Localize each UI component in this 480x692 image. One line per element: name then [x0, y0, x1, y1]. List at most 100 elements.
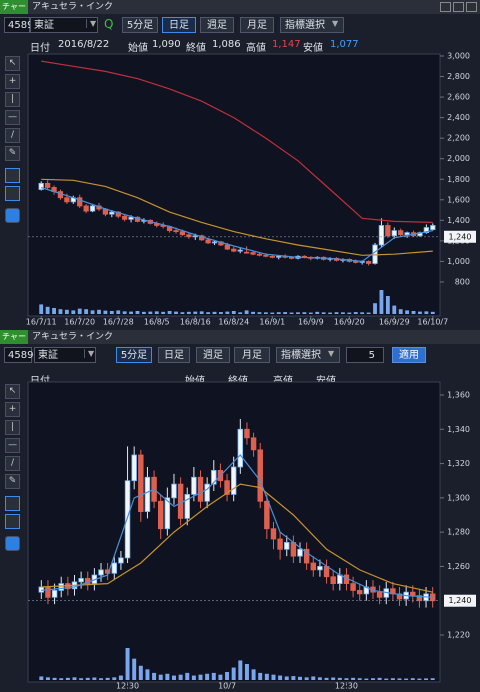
candle-body	[131, 454, 137, 482]
drawing-tool[interactable]: —	[5, 438, 20, 453]
drawing-tool[interactable]: /	[5, 128, 20, 143]
title-bar: チャートアキュセラ・インク	[0, 0, 480, 25]
price-label: 1,240	[449, 596, 472, 605]
candle-body	[45, 586, 51, 598]
candle-body	[78, 578, 84, 583]
market-select[interactable]: 東証	[34, 347, 96, 363]
candle-body	[277, 538, 283, 550]
volume-bar	[185, 672, 190, 680]
drawing-tool[interactable]: ✎	[5, 474, 20, 489]
plot-area	[27, 53, 441, 317]
volume-bar	[377, 677, 382, 680]
zoom-tool[interactable]	[5, 168, 20, 183]
volume-bar	[270, 312, 275, 314]
window-button[interactable]	[466, 2, 477, 12]
y-tick-label: 1,280	[447, 528, 470, 537]
x-tick-label: 12:30	[116, 682, 139, 691]
candle-body	[157, 500, 164, 530]
drawing-tool[interactable]: |	[5, 92, 20, 107]
x-tick-label: 16/9/20	[334, 318, 365, 327]
volume-bar	[231, 311, 236, 314]
candle-body	[365, 261, 372, 264]
volume-bar	[154, 311, 159, 314]
volume-bar	[424, 678, 429, 680]
interval-button[interactable]: 5分足	[116, 347, 152, 363]
interval-button[interactable]: 5分足	[122, 17, 158, 33]
dropdown-arrow: ▼	[86, 19, 96, 28]
volume-bar	[238, 660, 243, 680]
info-value: 1,077	[330, 39, 359, 50]
candle-body	[77, 197, 83, 207]
volume-bar	[125, 648, 130, 680]
indicator-button[interactable]: 指標選択	[276, 347, 340, 363]
refresh-tool[interactable]	[5, 208, 20, 223]
interval-button[interactable]: 週足	[200, 17, 234, 33]
volume-bar	[283, 312, 288, 314]
volume-bar	[118, 675, 123, 680]
drawing-tool[interactable]: ✎	[5, 146, 20, 161]
volume-bar	[148, 311, 153, 314]
zoom-tool[interactable]	[5, 186, 20, 201]
volume-bar	[296, 312, 300, 314]
apply-button[interactable]: 適用	[392, 347, 426, 363]
volume-bar	[353, 312, 358, 314]
drawing-tool[interactable]: /	[5, 456, 20, 471]
drawing-tool[interactable]: +	[5, 402, 20, 417]
interval-button[interactable]: 週足	[196, 347, 230, 363]
zoom-tool[interactable]	[5, 496, 20, 511]
moving-average	[41, 60, 433, 223]
x-tick-label: 16/9/1	[259, 318, 285, 327]
volume-bar	[122, 311, 127, 314]
candle-body	[173, 230, 179, 233]
candle-body	[58, 583, 64, 591]
volume-bar	[178, 674, 183, 680]
y-tick-label: 2,800	[447, 72, 470, 81]
candle-body	[192, 235, 198, 238]
volume-bar	[135, 311, 140, 314]
candle-body	[171, 483, 177, 499]
drawing-tool[interactable]: ↖	[5, 384, 20, 399]
refresh-tool[interactable]	[5, 536, 20, 551]
x-tick-label: 16/7/20	[64, 318, 95, 327]
volume-bar	[347, 312, 352, 314]
y-tick-label: 1,600	[447, 195, 470, 204]
candle-body	[378, 225, 385, 246]
volume-bar	[191, 675, 196, 680]
x-tick-label: 16/9/29	[379, 318, 410, 327]
y-tick-label: 1,320	[447, 459, 470, 468]
candle-body	[284, 542, 290, 550]
x-tick-label: 10/7	[218, 682, 236, 691]
drawing-tool[interactable]: —	[5, 110, 20, 125]
volume-bar	[99, 678, 104, 680]
y-tick-label: 2,600	[447, 93, 470, 102]
volume-bar	[206, 312, 211, 314]
volume-bar	[225, 311, 230, 314]
period-input[interactable]: 5	[346, 347, 384, 363]
moving-average	[41, 186, 433, 263]
volume-bar	[97, 309, 101, 314]
candle-body	[410, 591, 416, 596]
indicator-button[interactable]: 指標選択	[280, 17, 344, 33]
candle-body	[356, 590, 363, 595]
candle-body	[416, 595, 423, 602]
volume-bar	[258, 672, 263, 680]
market-select[interactable]: 東証	[30, 17, 98, 33]
interval-button[interactable]: 月足	[234, 347, 270, 363]
interval-button[interactable]: 日足	[158, 347, 190, 363]
volume-bar	[198, 674, 203, 680]
candle-body	[263, 254, 269, 257]
candle-body	[290, 542, 297, 557]
search-icon[interactable]: Q	[104, 17, 114, 31]
drawing-tool[interactable]: +	[5, 74, 20, 89]
zoom-tool[interactable]	[5, 514, 20, 529]
interval-button[interactable]: 月足	[240, 17, 274, 33]
window-button[interactable]	[440, 2, 451, 12]
candle-body	[288, 256, 295, 259]
drawing-tool[interactable]: |	[5, 420, 20, 435]
y-tick-label: 1,260	[447, 562, 470, 571]
candle-body	[404, 232, 410, 236]
volume-bar	[167, 311, 172, 314]
interval-button[interactable]: 日足	[162, 17, 196, 33]
window-button[interactable]	[453, 2, 464, 12]
drawing-tool[interactable]: ↖	[5, 56, 20, 71]
